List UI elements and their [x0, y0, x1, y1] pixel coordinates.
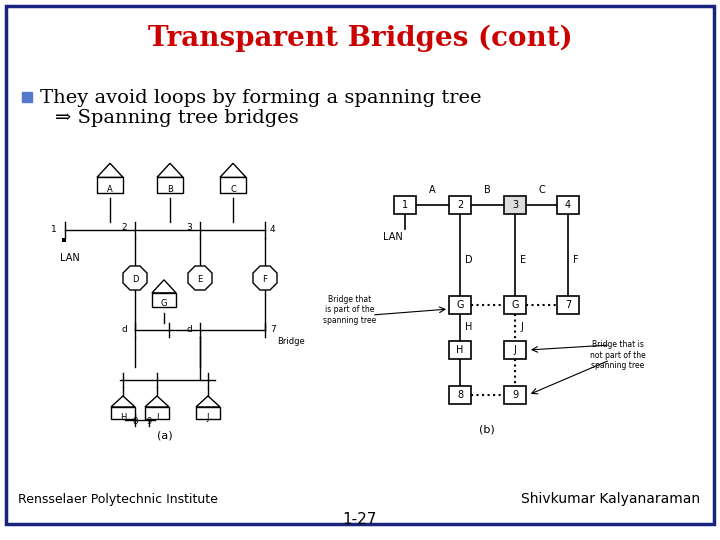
Bar — [145, 407, 169, 419]
Polygon shape — [123, 266, 147, 290]
Text: B: B — [484, 185, 491, 195]
Polygon shape — [220, 163, 246, 177]
Text: C: C — [538, 185, 545, 195]
Text: d: d — [186, 326, 192, 334]
Text: 9: 9 — [146, 417, 152, 427]
Text: 4: 4 — [565, 200, 571, 210]
Polygon shape — [196, 396, 220, 407]
Text: E: E — [197, 274, 202, 284]
Text: Bridge that
is part of the
spanning tree: Bridge that is part of the spanning tree — [323, 295, 377, 325]
Bar — [196, 407, 220, 419]
Text: B: B — [167, 186, 173, 194]
Text: 4: 4 — [270, 226, 276, 234]
Bar — [504, 341, 526, 359]
Text: LAN: LAN — [60, 253, 80, 263]
Bar — [157, 177, 183, 193]
Bar — [220, 177, 246, 193]
Text: E: E — [520, 255, 526, 265]
Text: Bridge that is
not part of the
spanning tree: Bridge that is not part of the spanning … — [590, 340, 646, 370]
Text: 3: 3 — [512, 200, 518, 210]
Text: Bridge: Bridge — [277, 338, 305, 347]
Polygon shape — [253, 266, 277, 290]
Text: Rensselaer Polytechnic Institute: Rensselaer Polytechnic Institute — [18, 492, 218, 505]
Text: D: D — [465, 255, 472, 265]
Text: d: d — [121, 326, 127, 334]
Text: (a): (a) — [157, 430, 173, 440]
Bar — [22, 92, 32, 102]
Bar — [557, 296, 579, 314]
Text: Transparent Bridges (cont): Transparent Bridges (cont) — [148, 24, 572, 52]
Text: G: G — [456, 300, 464, 310]
Bar — [504, 296, 526, 314]
Text: J: J — [520, 322, 523, 333]
Bar — [449, 296, 471, 314]
Text: 9: 9 — [512, 390, 518, 400]
Text: F: F — [573, 255, 579, 265]
Text: A: A — [429, 185, 436, 195]
Polygon shape — [157, 163, 183, 177]
Bar — [152, 293, 176, 307]
Text: Shivkumar Kalyanaraman: Shivkumar Kalyanaraman — [521, 492, 700, 506]
Polygon shape — [97, 163, 123, 177]
Text: 1: 1 — [402, 200, 408, 210]
Bar — [111, 407, 135, 419]
Text: 1-27: 1-27 — [343, 512, 377, 528]
Text: G: G — [511, 300, 518, 310]
Text: C: C — [230, 186, 236, 194]
Text: H: H — [120, 414, 126, 422]
Bar — [97, 177, 123, 193]
Text: 1: 1 — [51, 226, 57, 234]
Text: H: H — [465, 322, 472, 333]
Text: H: H — [456, 345, 464, 355]
Polygon shape — [145, 396, 169, 407]
Text: ⇒ Spanning tree bridges: ⇒ Spanning tree bridges — [55, 109, 299, 127]
Text: 2: 2 — [122, 224, 127, 233]
Text: J: J — [207, 414, 210, 422]
Text: F: F — [263, 274, 267, 284]
Text: They avoid loops by forming a spanning tree: They avoid loops by forming a spanning t… — [40, 89, 482, 107]
Text: LAN: LAN — [383, 232, 403, 242]
Bar — [557, 196, 579, 214]
Bar — [449, 196, 471, 214]
Text: 7: 7 — [565, 300, 571, 310]
Text: G: G — [161, 300, 167, 308]
Polygon shape — [152, 280, 176, 293]
Bar — [62, 238, 66, 242]
Text: 8: 8 — [132, 417, 138, 427]
Bar — [449, 386, 471, 404]
Bar — [504, 386, 526, 404]
Text: 3: 3 — [186, 224, 192, 233]
Text: 2: 2 — [457, 200, 463, 210]
Text: A: A — [107, 186, 113, 194]
Text: 7: 7 — [270, 326, 276, 334]
Text: (b): (b) — [479, 425, 495, 435]
Bar — [394, 196, 416, 214]
Text: D: D — [132, 274, 138, 284]
Bar — [449, 341, 471, 359]
Bar — [504, 196, 526, 214]
Text: I: I — [156, 414, 158, 422]
Polygon shape — [111, 396, 135, 407]
Text: 8: 8 — [457, 390, 463, 400]
Polygon shape — [188, 266, 212, 290]
Text: J: J — [513, 345, 516, 355]
